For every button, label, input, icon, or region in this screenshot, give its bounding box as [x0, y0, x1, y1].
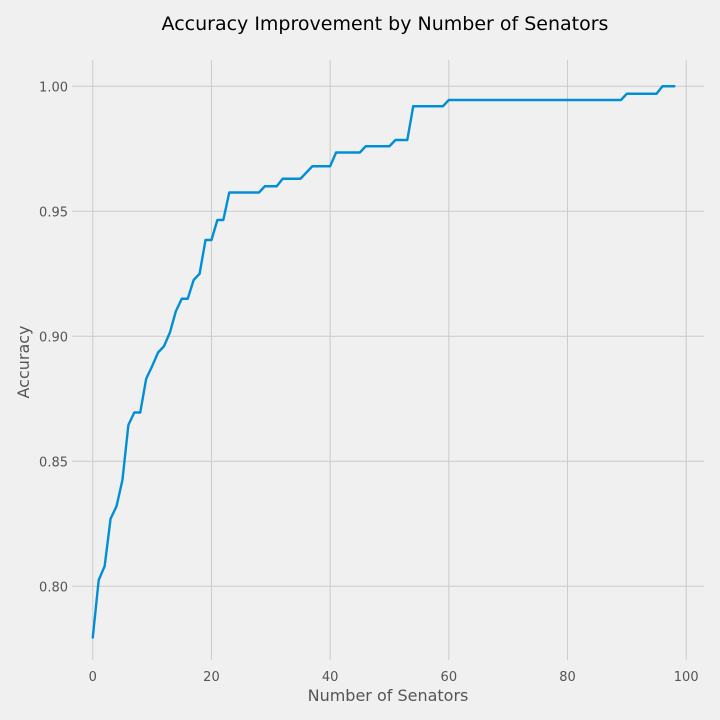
grid — [72, 60, 704, 660]
y-tick-label: 0.85 — [39, 455, 68, 470]
x-tick-label: 0 — [89, 670, 97, 685]
x-tick-label: 100 — [674, 670, 699, 685]
y-axis-ticks: 0.80 0.85 0.90 0.95 1.00 — [39, 80, 68, 595]
x-axis-label: Number of Senators — [308, 686, 469, 705]
y-tick-label: 0.80 — [39, 580, 68, 595]
x-tick-label: 60 — [441, 670, 458, 685]
series-layer — [91, 85, 676, 639]
x-tick-label: 80 — [559, 670, 576, 685]
accuracy-series-line — [91, 85, 676, 639]
x-tick-label: 20 — [203, 670, 220, 685]
chart-title: Accuracy Improvement by Number of Senato… — [162, 13, 609, 35]
x-axis-ticks: 0 20 40 60 80 100 — [89, 670, 699, 685]
x-tick-label: 40 — [322, 670, 339, 685]
y-tick-label: 0.95 — [39, 205, 68, 220]
y-tick-label: 0.90 — [39, 330, 68, 345]
y-axis-label: Accuracy — [14, 325, 33, 398]
y-tick-label: 1.00 — [39, 80, 68, 95]
